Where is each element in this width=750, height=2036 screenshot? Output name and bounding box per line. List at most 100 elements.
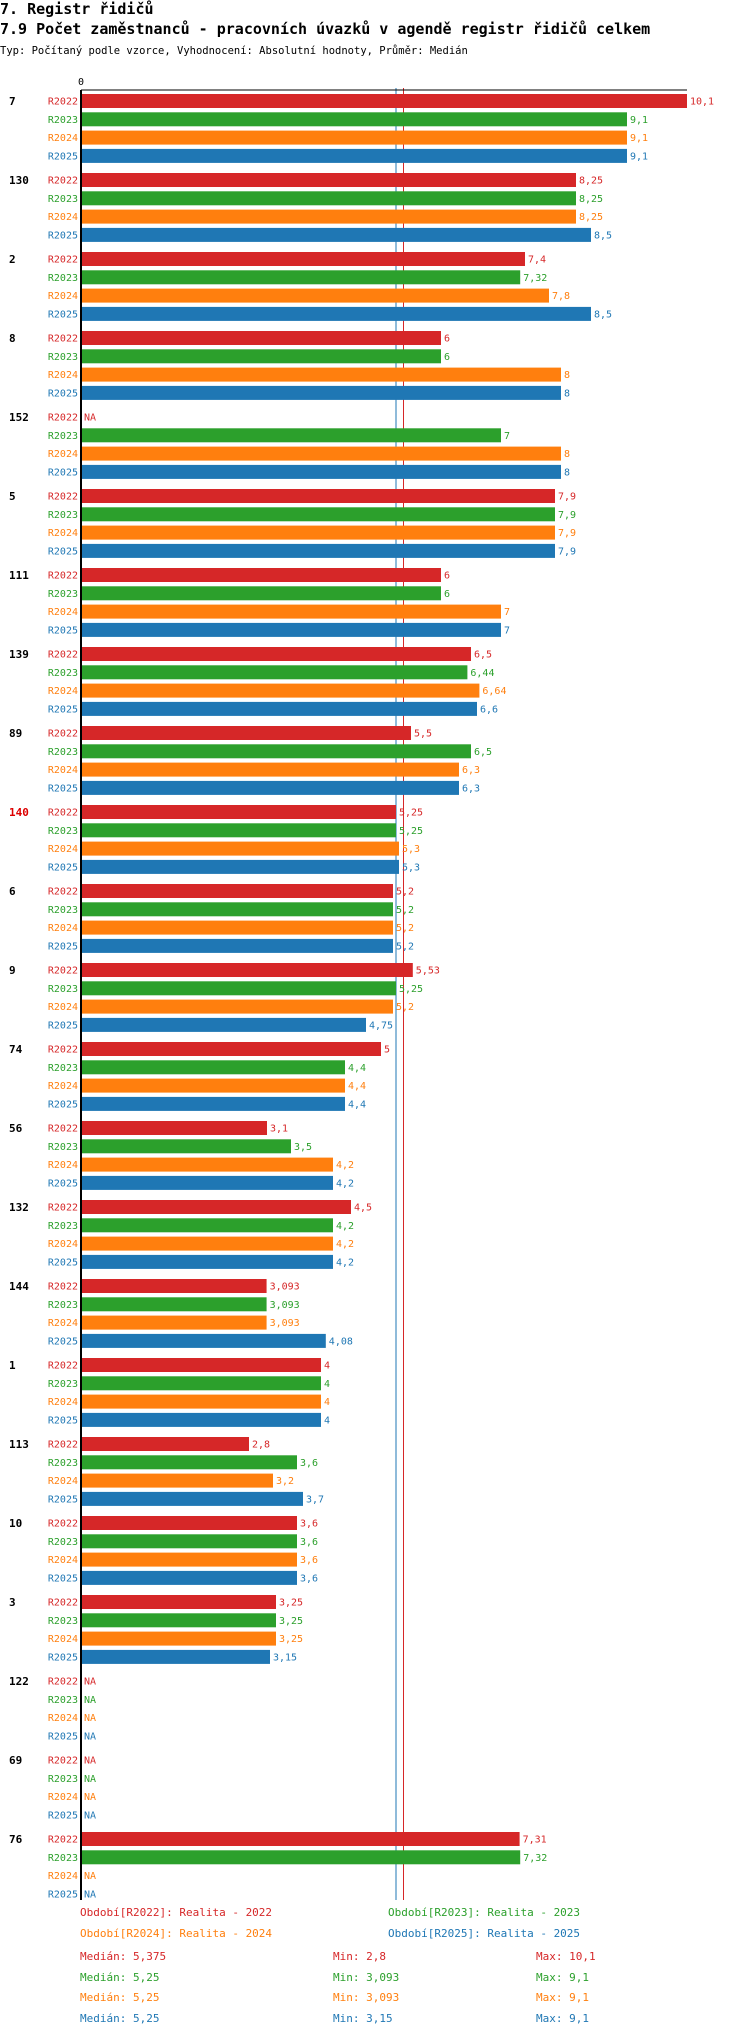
series-label: R2022 [48,1598,78,1609]
value-label: 6 [444,589,450,600]
bar [81,1279,267,1293]
series-label: R2024 [48,844,78,855]
na-label: NA [84,1774,96,1785]
bar [81,884,393,898]
bar [81,94,687,108]
bar [81,1491,303,1506]
series-label: R2022 [48,255,78,266]
value-label: 5,3 [402,844,420,855]
group-label: 89 [9,727,22,740]
series-label: R2025 [48,230,78,241]
series-label: R2023 [48,1379,78,1390]
value-label: 4,75 [369,1020,393,1031]
bar [81,489,555,503]
bar [81,1060,345,1075]
bar [81,1613,276,1628]
bar [81,209,576,224]
value-label: 4,2 [336,1257,354,1268]
bar [81,1437,249,1451]
series-label: R2023 [48,1853,78,1864]
series-label: R2023 [48,352,78,363]
na-label: NA [84,1810,96,1821]
value-label: 3,25 [279,1634,303,1645]
bar [81,1534,297,1549]
series-label: R2024 [48,212,78,223]
value-label: 6,6 [480,704,498,715]
na-label: NA [84,413,96,424]
bar [81,1412,321,1427]
value-label: 3,15 [273,1652,297,1663]
series-label: R2024 [48,133,78,144]
series-label: R2023 [48,1774,78,1785]
series-label: R2022 [48,1124,78,1135]
bar [81,1078,345,1093]
value-label: 7,8 [552,291,570,302]
na-label: NA [84,1713,96,1724]
series-label: R2022 [48,1361,78,1372]
bar [81,306,591,321]
series-label: R2024 [48,686,78,697]
value-label: 9,1 [630,115,648,126]
bar [81,543,555,558]
series-label: R2023 [48,589,78,600]
bar [81,367,561,382]
series-label: R2022 [48,1282,78,1293]
series-label: R2024 [48,1476,78,1487]
bar [81,1218,333,1233]
group-label: 3 [9,1596,16,1609]
series-label: R2025 [48,862,78,873]
bar [81,604,501,619]
value-label: 9,1 [630,133,648,144]
series-label: R2024 [48,1397,78,1408]
bar [81,1570,297,1585]
value-label: 6,3 [462,783,480,794]
bar [81,1394,321,1409]
bar [81,1850,521,1865]
value-label: 3,6 [300,1458,318,1469]
group-label: 69 [9,1754,22,1767]
stat-min-r2025: Min: 3,15 [333,2012,393,2026]
value-label: 7,4 [528,255,546,266]
bar [81,1552,297,1567]
na-label: NA [84,1677,96,1688]
bar [81,1175,333,1190]
bar [81,805,396,819]
value-label: 6,3 [462,765,480,776]
series-label: R2025 [48,1573,78,1584]
value-label: 4,2 [336,1178,354,1189]
value-label: 7 [504,431,510,442]
value-label: 8 [564,370,570,381]
bar [81,227,591,242]
legend-item-r2023: Období[R2023]: Realita - 2023 [388,1906,581,1919]
series-label: R2023 [48,1458,78,1469]
value-label: 5,3 [402,862,420,873]
bar [81,920,393,935]
value-label: 3,6 [300,1573,318,1584]
value-label: 4,4 [348,1081,366,1092]
group-label: 2 [9,253,16,266]
series-label: R2022 [48,492,78,503]
series-label: R2022 [48,887,78,898]
bar [81,1455,297,1470]
value-label: 3,093 [270,1300,300,1311]
value-label: 7 [504,607,510,618]
bar [81,1254,333,1269]
na-label: NA [84,1792,96,1803]
series-label: R2023 [48,1221,78,1232]
series-label: R2024 [48,1160,78,1171]
value-label: 4,5 [354,1203,372,1214]
bar [81,1042,381,1056]
group-label: 76 [9,1833,23,1846]
value-label: 4,08 [329,1336,353,1347]
value-label: 5,2 [396,905,414,916]
bar [81,665,468,680]
series-label: R2023 [48,1142,78,1153]
stat-median-r2023: Medián: 5,25 [80,1970,160,1984]
bar [81,1200,351,1214]
value-label: 3,25 [279,1616,303,1627]
series-label: R2023 [48,1063,78,1074]
series-label: R2024 [48,1318,78,1329]
value-label: 8 [564,467,570,478]
bar [81,331,441,345]
series-label: R2024 [48,528,78,539]
